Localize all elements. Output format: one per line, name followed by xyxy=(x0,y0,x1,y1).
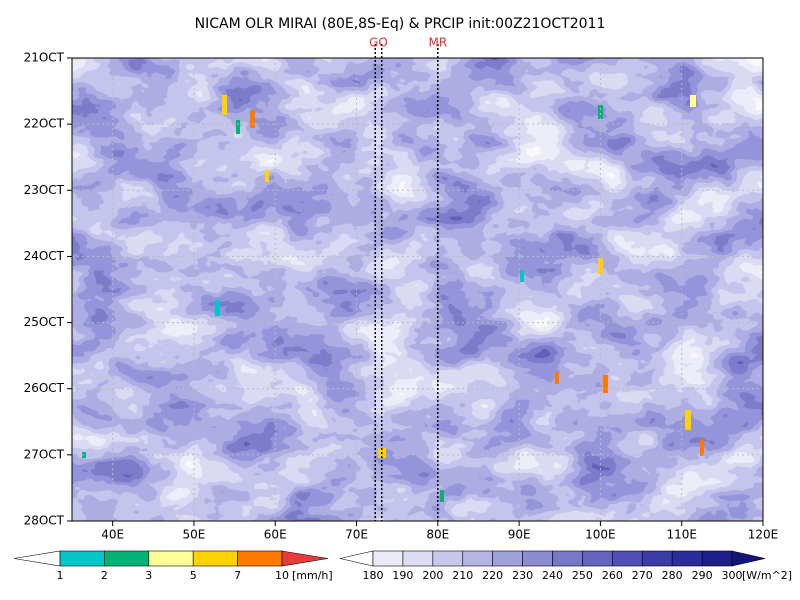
colorbar-label: 300 xyxy=(722,569,743,582)
colorbar-box xyxy=(59,550,105,567)
colorbar-label: 7 xyxy=(234,569,241,582)
x-tick-label: 80E xyxy=(426,528,449,542)
colorbar-box xyxy=(701,550,733,567)
x-tick-label: 100E xyxy=(585,528,616,542)
colorbar-label: 210 xyxy=(452,569,473,582)
colorbar-label: 5 xyxy=(190,569,197,582)
colorbar-box xyxy=(641,550,673,567)
colorbar-box xyxy=(402,550,434,567)
chart-title: NICAM OLR MIRAI (80E,8S-Eq) & PRCIP init… xyxy=(195,16,606,32)
annotation-label: MR xyxy=(428,36,447,50)
colorbar-box xyxy=(148,550,194,567)
x-tick-label: 110E xyxy=(666,528,697,542)
colorbar-label: 190 xyxy=(392,569,413,582)
colorbar-box xyxy=(492,550,523,567)
colorbar-box xyxy=(671,550,703,567)
y-tick-label: 28OCT xyxy=(24,514,65,528)
colorbar-label: 10 xyxy=(275,569,289,582)
colorbar-box xyxy=(462,550,493,567)
x-tick-label: 90E xyxy=(508,528,531,542)
olr-field xyxy=(72,58,763,521)
colorbar-box xyxy=(237,550,283,567)
x-tick-label: 60E xyxy=(264,528,287,542)
colorbar-low xyxy=(339,550,374,567)
colorbar-high xyxy=(281,550,329,567)
colorbar-label: 270 xyxy=(632,569,653,582)
y-tick-label: 22OCT xyxy=(24,117,65,131)
colorbar-box xyxy=(432,550,464,567)
colorbar-label: 2 xyxy=(101,569,108,582)
colorbar-label: 220 xyxy=(482,569,503,582)
y-tick-label: 21OCT xyxy=(24,51,65,65)
colorbar-unit: [W/m^2] xyxy=(742,569,792,582)
colorbar-label: 290 xyxy=(692,569,713,582)
colorbar-box xyxy=(522,550,553,567)
y-tick-label: 23OCT xyxy=(24,183,65,197)
plot-frame xyxy=(71,57,764,522)
colorbar-label: 200 xyxy=(422,569,443,582)
annotation-label: GO xyxy=(369,36,388,50)
x-tick-label: 50E xyxy=(183,528,206,542)
colorbar-box xyxy=(104,550,150,567)
colorbar-label: 280 xyxy=(662,569,683,582)
x-tick-label: 40E xyxy=(101,528,124,542)
y-tick-label: 25OCT xyxy=(24,315,65,329)
colorbar-high xyxy=(731,550,766,567)
x-tick-label: 120E xyxy=(748,528,779,542)
colorbar-box xyxy=(372,550,404,567)
colorbar-label: 180 xyxy=(363,569,384,582)
colorbar-label: 1 xyxy=(57,569,64,582)
colorbar-label: 240 xyxy=(542,569,563,582)
colorbar-box xyxy=(192,550,238,567)
y-tick-label: 24OCT xyxy=(24,249,65,263)
colorbar-box xyxy=(612,550,643,567)
y-tick-label: 27OCT xyxy=(24,447,65,461)
colorbar-label: 230 xyxy=(512,569,533,582)
colorbar-unit: [mm/h] xyxy=(292,569,333,582)
x-tick-label: 70E xyxy=(345,528,368,542)
y-tick-label: 26OCT xyxy=(24,381,65,395)
colorbar-label: 3 xyxy=(145,569,152,582)
colorbar-low xyxy=(13,550,61,567)
colorbar-box xyxy=(582,550,613,567)
colorbar-label: 250 xyxy=(572,569,593,582)
colorbar-label: 260 xyxy=(602,569,623,582)
colorbar-box xyxy=(552,550,583,567)
field xyxy=(72,58,763,521)
